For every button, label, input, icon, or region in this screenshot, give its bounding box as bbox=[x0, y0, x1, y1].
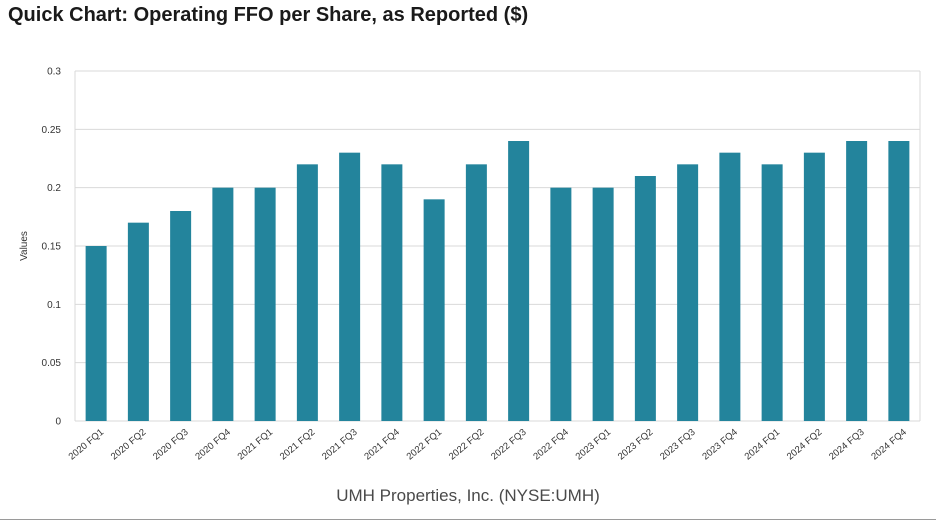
x-tick-label: 2020 FQ4 bbox=[193, 427, 232, 463]
bar-2024-fq2 bbox=[803, 152, 825, 421]
x-tick-label: 2023 FQ4 bbox=[700, 427, 739, 463]
x-tick-label: 2022 FQ1 bbox=[405, 427, 444, 463]
bar-2022-fq4 bbox=[550, 187, 572, 421]
x-tick-label: 2024 FQ3 bbox=[827, 427, 866, 463]
bar-2023-fq3 bbox=[677, 164, 699, 422]
bottom-divider bbox=[0, 519, 936, 520]
x-axis-label: UMH Properties, Inc. (NYSE:UMH) bbox=[336, 486, 600, 505]
chart-title: Quick Chart: Operating FFO per Share, as… bbox=[8, 4, 529, 26]
x-tick-label: 2020 FQ3 bbox=[151, 427, 190, 463]
bar-2021-fq2 bbox=[296, 164, 318, 422]
x-tick-label: 2020 FQ1 bbox=[67, 427, 106, 463]
y-tick-label: 0.25 bbox=[42, 125, 62, 136]
bar-2021-fq1 bbox=[254, 187, 276, 421]
x-tick-label: 2024 FQ4 bbox=[869, 427, 908, 463]
bar-2024-fq3 bbox=[846, 141, 868, 421]
bar-2023-fq4 bbox=[719, 152, 741, 421]
bar-2024-fq1 bbox=[761, 164, 783, 422]
x-tick-label: 2024 FQ1 bbox=[743, 427, 782, 463]
y-tick-label: 0.05 bbox=[42, 358, 62, 369]
x-tick-label: 2021 FQ3 bbox=[320, 427, 359, 463]
x-tick-label: 2022 FQ3 bbox=[489, 427, 528, 463]
bar-2023-fq1 bbox=[592, 187, 614, 421]
bar-2022-fq3 bbox=[508, 141, 530, 421]
bar-2020-fq4 bbox=[212, 187, 234, 421]
gridlines bbox=[74, 70, 921, 422]
y-axis-label: Values bbox=[19, 231, 30, 261]
bar-2023-fq2 bbox=[634, 176, 656, 421]
x-tick-label: 2023 FQ1 bbox=[574, 427, 613, 463]
bar-2020-fq2 bbox=[127, 222, 149, 421]
y-tick-label: 0.3 bbox=[47, 67, 61, 78]
bar-2020-fq1 bbox=[85, 246, 107, 421]
bar-2021-fq3 bbox=[339, 152, 361, 421]
bar-2022-fq2 bbox=[465, 164, 487, 422]
bars bbox=[85, 141, 910, 422]
x-tick-label: 2023 FQ2 bbox=[616, 427, 655, 463]
y-tick-label: 0.1 bbox=[47, 300, 61, 311]
x-tick-label: 2023 FQ3 bbox=[658, 427, 697, 463]
y-tick-label: 0.15 bbox=[42, 242, 62, 253]
bar-2021-fq4 bbox=[381, 164, 403, 422]
x-tick-label: 2024 FQ2 bbox=[785, 427, 824, 463]
y-tick-label: 0.2 bbox=[47, 183, 61, 194]
bar-2024-fq4 bbox=[888, 141, 910, 421]
x-tick-label: 2021 FQ2 bbox=[278, 427, 317, 463]
x-tick-label: 2021 FQ1 bbox=[236, 427, 275, 463]
x-tick-label: 2021 FQ4 bbox=[362, 427, 401, 463]
bar-2022-fq1 bbox=[423, 199, 445, 421]
x-tick-labels: 2020 FQ1 2020 FQ2 2020 FQ3 2020 FQ4 2021 FQ1… bbox=[67, 427, 909, 463]
y-tick-label: 0 bbox=[55, 417, 61, 428]
x-tick-label: 2022 FQ2 bbox=[447, 427, 486, 463]
y-tick-labels: 0 0.05 0.1 0.15 0.2 0.25 0.3 bbox=[42, 67, 62, 428]
bar-2020-fq3 bbox=[170, 211, 192, 421]
x-tick-label: 2020 FQ2 bbox=[109, 427, 148, 463]
x-tick-label: 2022 FQ4 bbox=[531, 427, 570, 463]
